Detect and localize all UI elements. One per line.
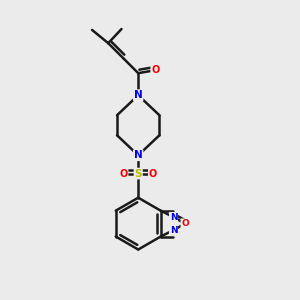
Text: N: N — [170, 213, 177, 222]
Text: S: S — [134, 169, 142, 178]
Text: O: O — [181, 219, 189, 228]
Text: O: O — [149, 169, 157, 178]
Text: O: O — [119, 169, 128, 178]
Text: O: O — [151, 65, 159, 75]
Text: N: N — [170, 226, 177, 235]
Text: N: N — [134, 90, 142, 100]
Text: N: N — [134, 150, 142, 160]
